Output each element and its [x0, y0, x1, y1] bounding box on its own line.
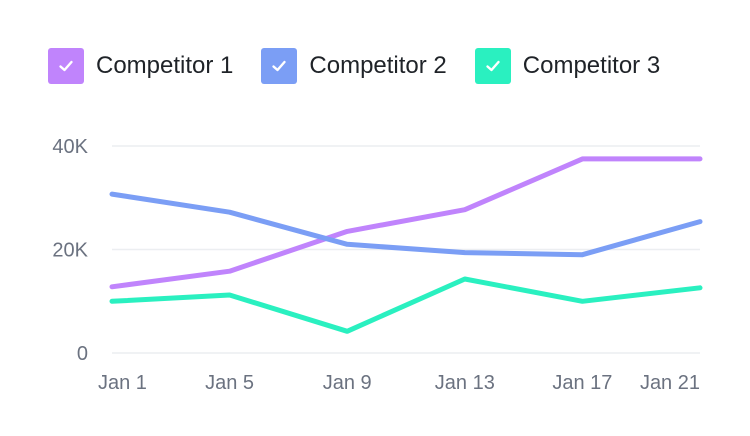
legend-item-competitor-2[interactable]: Competitor 2 — [261, 48, 447, 84]
x-tick-label: Jan 5 — [205, 372, 254, 394]
series-line-1 — [109, 156, 703, 290]
legend-label-competitor-2: Competitor 2 — [309, 52, 447, 79]
y-tick-label: 20K — [52, 240, 88, 262]
legend-label-competitor-3: Competitor 3 — [522, 52, 661, 79]
legend-label-competitor-1: Competitor 1 — [96, 52, 234, 79]
x-tick-label: Jan 17 — [552, 372, 612, 394]
check-icon — [486, 60, 500, 72]
x-tick-label: Jan 9 — [323, 372, 372, 394]
legend-item-competitor-3[interactable]: Competitor 3 — [474, 48, 661, 84]
legend-item-competitor-1[interactable]: Competitor 1 — [48, 48, 233, 84]
legend-swatch-competitor-3[interactable] — [474, 48, 511, 84]
series-line-2 — [109, 191, 703, 258]
x-tick-label: Jan 13 — [435, 372, 495, 394]
check-icon — [59, 60, 73, 72]
x-tick-label: Jan 1 — [98, 372, 147, 394]
y-tick-label: 40K — [52, 136, 88, 158]
legend-swatch-competitor-1[interactable] — [48, 48, 84, 84]
series-line-3 — [109, 276, 703, 334]
y-tick-label: 0 — [77, 343, 88, 365]
x-tick-label: Jan 21 — [640, 372, 700, 394]
check-icon — [272, 60, 287, 72]
legend: Competitor 1 Competitor 2 Competitor 3 — [48, 48, 688, 84]
legend-swatch-competitor-2[interactable] — [261, 48, 298, 84]
